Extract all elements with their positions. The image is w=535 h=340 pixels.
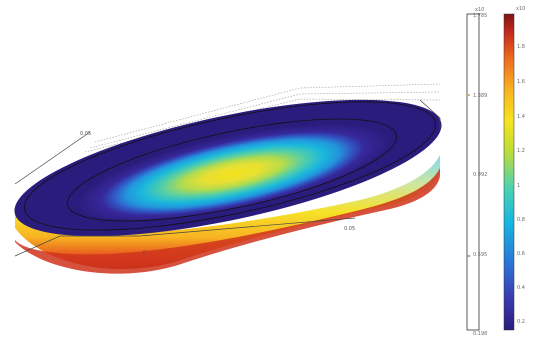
colorbar-left: x10 1.785 1.389 0.992 0.595 0.198 <box>466 7 487 337</box>
colorbar-right: x10 1.8 1.6 1.4 1.2 1 0.8 0.6 0.4 0.2 <box>503 6 525 331</box>
colorbar-left-exponent: x10 <box>475 7 484 13</box>
colorbar-right-tick-5: 0.8 <box>517 217 525 223</box>
colorbar-left-tick-0: 1.785 <box>473 13 487 19</box>
colorbar-left-tick-4: 0.198 <box>473 331 487 337</box>
colorbar-left-tick-2: 0.992 <box>473 172 487 178</box>
colorbar-right-exponent: x10 <box>516 6 525 12</box>
axis-label-a: 0.05 <box>80 131 91 137</box>
colorbar-left-tick-1: 1.389 <box>473 93 487 99</box>
colorbar-right-tick-6: 0.6 <box>517 251 525 257</box>
axes <box>14 99 441 257</box>
surface-top-gradient <box>75 120 389 220</box>
surface-side <box>15 155 440 270</box>
colorbar-right-tick-3: 1.2 <box>517 148 525 154</box>
colorbar-left-tick-3: 0.595 <box>473 252 487 258</box>
colorbar-right-tick-4: 1 <box>517 183 520 189</box>
axis-label-b: 0.05 <box>344 226 355 232</box>
colorbar-right-tick-1: 1.6 <box>517 79 525 85</box>
colorbar-right-tick-8: 0.2 <box>517 319 525 325</box>
colorbar-right-tick-2: 1.4 <box>517 114 525 120</box>
axis-label-c: 0 <box>143 250 146 256</box>
bounding-box <box>84 83 441 153</box>
colorbar-right-tick-0: 1.8 <box>517 44 525 50</box>
contour-lines <box>23 101 437 231</box>
surface-bottom-rim <box>15 168 440 274</box>
colorbar-right-tick-7: 0.4 <box>517 285 525 291</box>
